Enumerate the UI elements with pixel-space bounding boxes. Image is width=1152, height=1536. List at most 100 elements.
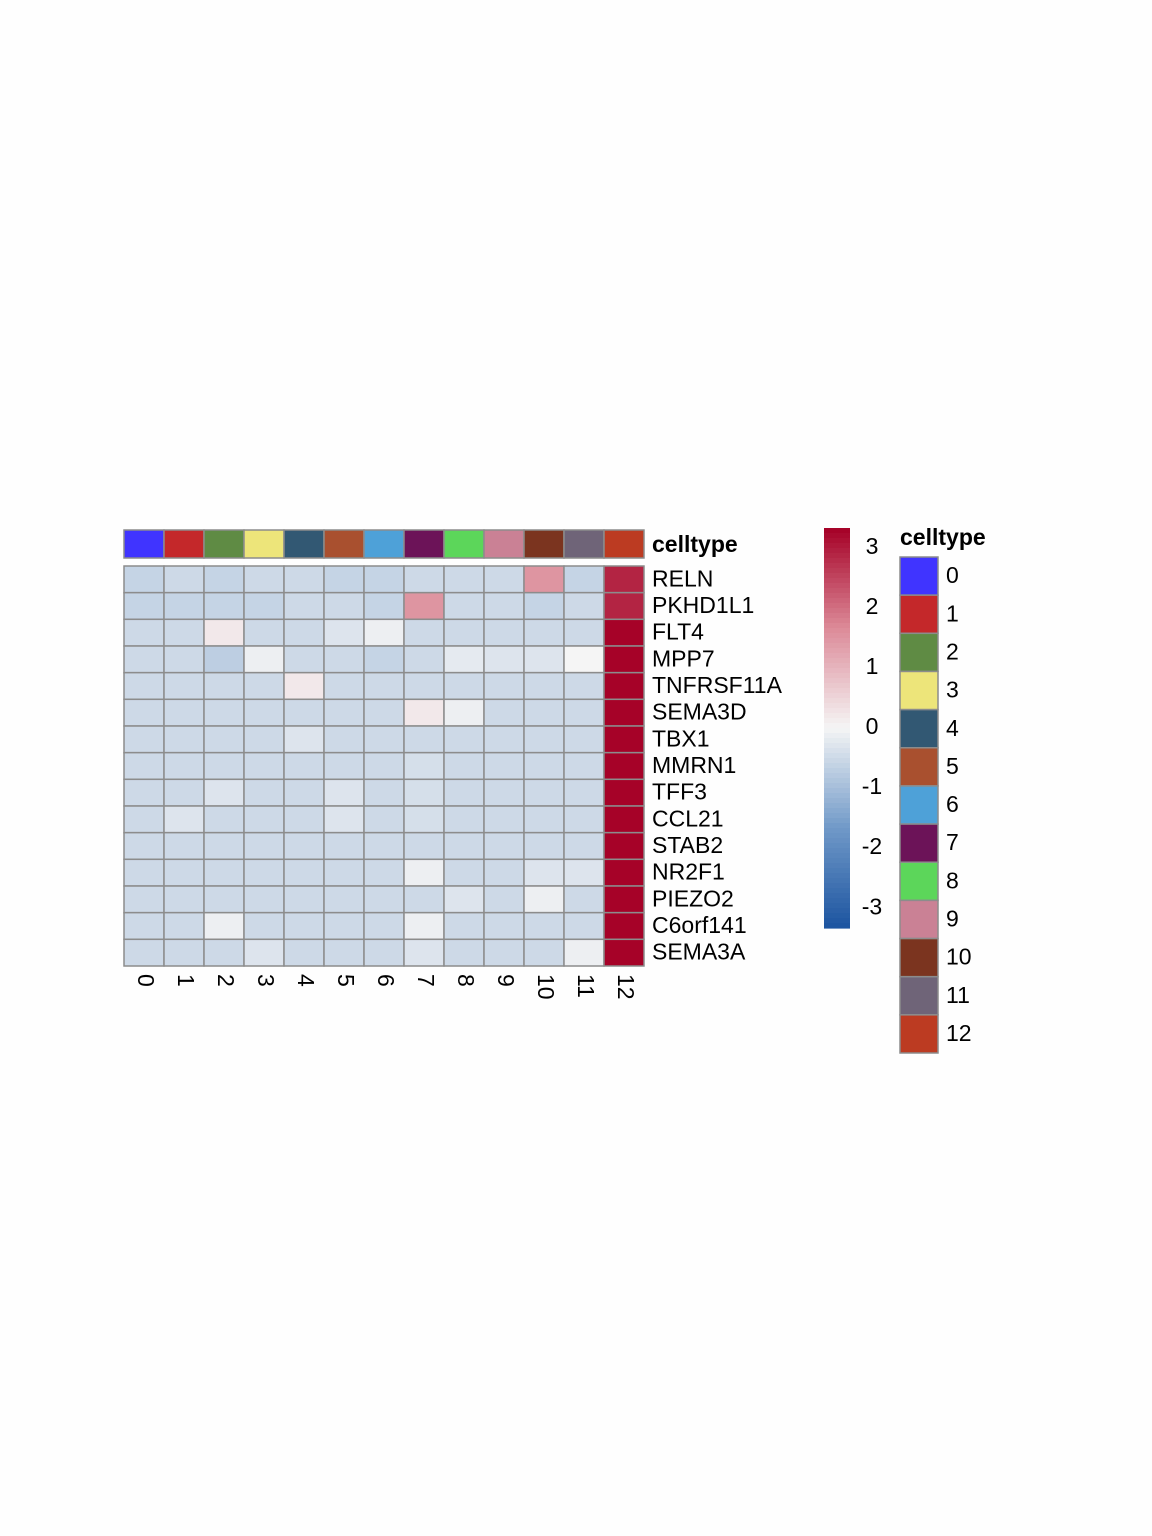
heatmap-cell (363, 591, 405, 621)
heatmap-cell (243, 591, 285, 621)
colorbar-segment (824, 838, 850, 844)
heatmap-cell (323, 591, 365, 621)
heatmap-cell (443, 671, 485, 701)
heatmap-cell (363, 565, 405, 594)
row-label: TBX1 (652, 725, 710, 751)
colorbar-segment (824, 753, 850, 759)
heatmap-cell (483, 911, 525, 941)
column-label: 9 (493, 974, 519, 987)
heatmap-cell (483, 751, 525, 781)
annotation-cell (443, 529, 485, 559)
colorbar-tick-label: -2 (862, 833, 882, 859)
heatmap-cell (363, 618, 405, 647)
colorbar-segment (824, 843, 850, 849)
annotation-cell (403, 529, 445, 559)
heatmap-cell (123, 645, 165, 674)
colorbar-segment (824, 628, 850, 634)
heatmap-cell (123, 858, 165, 887)
heatmap-cell (203, 698, 245, 727)
annotation-cell (163, 529, 205, 559)
heatmap-cell (163, 831, 205, 861)
row-label: MPP7 (652, 645, 715, 671)
colorbar-segment (824, 658, 850, 664)
colorbar-segment (824, 763, 850, 769)
legend-label: 2 (946, 638, 959, 664)
heatmap-cell (363, 645, 405, 674)
colorbar-segment (824, 748, 850, 754)
annotation-cell (523, 529, 565, 559)
colorbar-tick-label: 0 (866, 713, 879, 739)
heatmap-cell (283, 618, 325, 647)
heatmap-cell (523, 618, 565, 647)
heatmap-cell (323, 618, 365, 647)
annotation-cell (603, 529, 645, 559)
heatmap-cell (123, 885, 165, 914)
heatmap-cell (363, 698, 405, 727)
heatmap-cell (123, 911, 165, 941)
colorbar-segment (824, 893, 850, 899)
heatmap-cell (523, 805, 565, 834)
legend-swatch (899, 747, 939, 787)
heatmap-cell (203, 591, 245, 621)
heatmap-cell (243, 938, 285, 967)
heatmap-cell (123, 751, 165, 781)
heatmap-cell (483, 938, 525, 967)
heatmap-cell (163, 885, 205, 914)
heatmap-cell (363, 778, 405, 807)
heatmap-cell (483, 698, 525, 727)
colorbar-segment (824, 873, 850, 879)
heatmap-cell (163, 591, 205, 621)
heatmap-cell (363, 725, 405, 754)
heatmap-cell (323, 831, 365, 861)
heatmap-cell (243, 885, 285, 914)
heatmap-cell (603, 645, 645, 674)
heatmap-cell (443, 858, 485, 887)
heatmap-cell (563, 805, 605, 834)
legend-swatch (899, 861, 939, 902)
legend-label: 6 (946, 791, 959, 817)
legend-label: 3 (946, 677, 959, 703)
row-label: MMRN1 (652, 752, 736, 778)
legend-swatch (899, 670, 939, 711)
colorbar-segment (824, 803, 850, 809)
heatmap-cell (283, 591, 325, 621)
heatmap-cell (403, 618, 445, 647)
heatmap-cell (403, 565, 445, 594)
row-label: C6orf141 (652, 912, 747, 938)
heatmap-cell (563, 831, 605, 861)
heatmap-cell (283, 645, 325, 674)
colorbar-segment (824, 568, 850, 574)
heatmap-cell (123, 698, 165, 727)
heatmap-cell (203, 671, 245, 701)
colorbar-segment (824, 548, 850, 554)
colorbar-segment (824, 643, 850, 649)
heatmap-cell (323, 725, 365, 754)
row-label: NR2F1 (652, 859, 725, 885)
colorbar-segment (824, 713, 850, 719)
heatmap-cell (163, 725, 205, 754)
heatmap-cell (563, 885, 605, 914)
heatmap-cell (603, 778, 645, 807)
heatmap-cell (243, 618, 285, 647)
heatmap-cell (243, 831, 285, 861)
heatmap-cell (603, 938, 645, 967)
heatmap-cell (403, 671, 445, 701)
colorbar-segment (824, 603, 850, 609)
colorbar-segment (824, 688, 850, 694)
heatmap-cell (603, 831, 645, 861)
heatmap-cell (323, 858, 365, 887)
colorbar-segment (824, 563, 850, 569)
heatmap-cell (363, 671, 405, 701)
row-label: RELN (652, 565, 713, 591)
colorbar-segment (824, 758, 850, 764)
colorbar-segment (824, 528, 850, 534)
heatmap-cell (523, 671, 565, 701)
heatmap-cell (563, 858, 605, 887)
row-label: CCL21 (652, 805, 724, 831)
colorbar-segment (824, 863, 850, 869)
colorbar-segment (824, 608, 850, 614)
colorbar-segment (824, 613, 850, 619)
colorbar-segment (824, 673, 850, 679)
heatmap-cell (483, 725, 525, 754)
heatmap-cell (363, 831, 405, 861)
